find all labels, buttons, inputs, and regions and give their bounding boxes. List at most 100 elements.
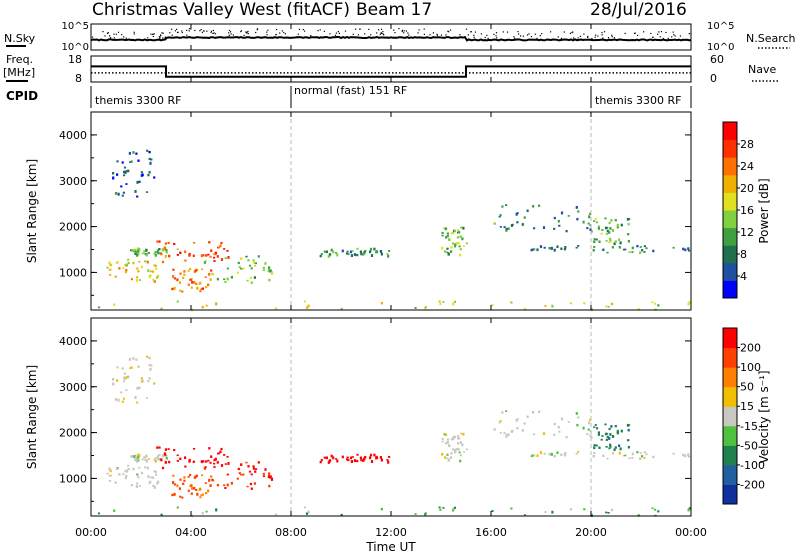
power-cell <box>137 253 140 256</box>
power-cell <box>137 159 140 162</box>
velocity-cell <box>456 442 460 445</box>
noise-search-point <box>403 32 405 34</box>
velocity-cell <box>150 476 153 479</box>
velocity-cell <box>606 457 609 460</box>
noise-search-point <box>459 34 461 36</box>
power-colorbar-tick-label: 16 <box>740 204 754 217</box>
power-cell <box>531 248 534 251</box>
velocity-cell <box>589 434 592 437</box>
velocity-cell <box>213 459 216 462</box>
power-cell <box>687 247 690 250</box>
power-cell <box>172 275 175 278</box>
power-cell <box>257 255 260 258</box>
velocity-cell <box>626 423 629 427</box>
power-cell <box>136 276 139 279</box>
power-y-axis: 4000 3000 2000 1000 <box>59 129 691 296</box>
power-cell <box>135 253 139 257</box>
velocity-cell <box>639 457 642 461</box>
power-cell <box>458 231 461 234</box>
noise-search-point <box>169 32 171 34</box>
velocity-cell <box>575 452 578 455</box>
noise-search-point <box>403 30 405 32</box>
velocity-cell <box>610 425 613 428</box>
power-cell <box>188 253 191 257</box>
noise-search-point <box>601 34 603 36</box>
velocity-cell <box>558 430 561 433</box>
velocity-cell <box>199 496 202 499</box>
velocity-cell <box>126 376 129 379</box>
velocity-cell <box>359 456 362 460</box>
power-cell <box>351 250 354 252</box>
velocity-cell <box>360 458 363 462</box>
velocity-cell <box>209 484 212 487</box>
velocity-cell <box>332 456 335 460</box>
power-cell <box>155 267 158 270</box>
noise-search-point <box>212 32 214 35</box>
velocity-cell <box>155 473 158 476</box>
power-cell <box>187 270 190 272</box>
power-cell <box>688 301 691 304</box>
noise-search-point <box>247 30 249 33</box>
power-cell <box>643 251 646 253</box>
power-cell <box>130 278 133 281</box>
power-cell <box>200 288 203 291</box>
velocity-cell <box>141 379 144 383</box>
velocity-cell <box>114 481 117 484</box>
power-cell <box>193 281 196 284</box>
power-cell <box>507 227 510 230</box>
power-cell <box>147 269 150 273</box>
power-cell <box>181 290 184 293</box>
velocity-cell <box>145 454 148 457</box>
velocity-cell <box>462 451 466 453</box>
noise-search-point <box>210 30 213 32</box>
noise-search-point <box>536 37 538 39</box>
velocity-cell <box>307 510 310 514</box>
power-cell <box>682 247 685 251</box>
power-cell <box>148 150 151 154</box>
nave-label: Nave <box>748 63 776 76</box>
power-cell <box>143 250 146 253</box>
power-cell <box>148 275 151 279</box>
noise-search-point <box>162 32 164 34</box>
velocity-cell <box>117 398 120 402</box>
power-cell <box>182 276 185 279</box>
noise-search-point <box>240 30 243 32</box>
power-colorbar: 28 24 20 16 12 8 4 <box>722 121 754 299</box>
velocity-cell <box>123 380 126 383</box>
power-cell <box>558 224 561 227</box>
velocity-cell <box>176 506 179 509</box>
velocity-cell <box>597 431 600 434</box>
noise-search-point <box>160 34 162 36</box>
velocity-cell <box>121 400 124 403</box>
velocity-cell <box>173 492 176 496</box>
power-cell <box>150 270 153 273</box>
power-cell <box>160 307 163 310</box>
power-cell <box>145 191 149 193</box>
power-cell <box>178 281 181 284</box>
power-cell <box>340 307 343 310</box>
velocity-cell <box>330 454 333 458</box>
noise-search-point <box>587 36 589 38</box>
power-ytick-label: 4000 <box>59 129 87 142</box>
power-cell <box>459 248 462 251</box>
velocity-cell <box>220 464 224 467</box>
power-cell <box>450 246 453 249</box>
power-cell <box>226 267 229 270</box>
velocity-ytick-label: 3000 <box>59 381 87 394</box>
power-cell <box>594 218 597 220</box>
power-cell <box>560 211 564 215</box>
power-cell <box>153 252 156 255</box>
power-cell <box>253 276 256 279</box>
velocity-cell <box>320 459 323 462</box>
velocity-cell <box>164 453 167 456</box>
velocity-cell <box>238 472 241 475</box>
power-colorbar-segment <box>723 210 737 229</box>
power-cell <box>575 206 578 209</box>
power-cell <box>611 246 614 249</box>
power-cell <box>386 253 389 255</box>
power-cell <box>205 254 208 257</box>
velocity-cell <box>610 508 614 512</box>
velocity-cell <box>165 454 168 458</box>
velocity-cell <box>152 476 155 479</box>
power-cell <box>157 274 160 278</box>
